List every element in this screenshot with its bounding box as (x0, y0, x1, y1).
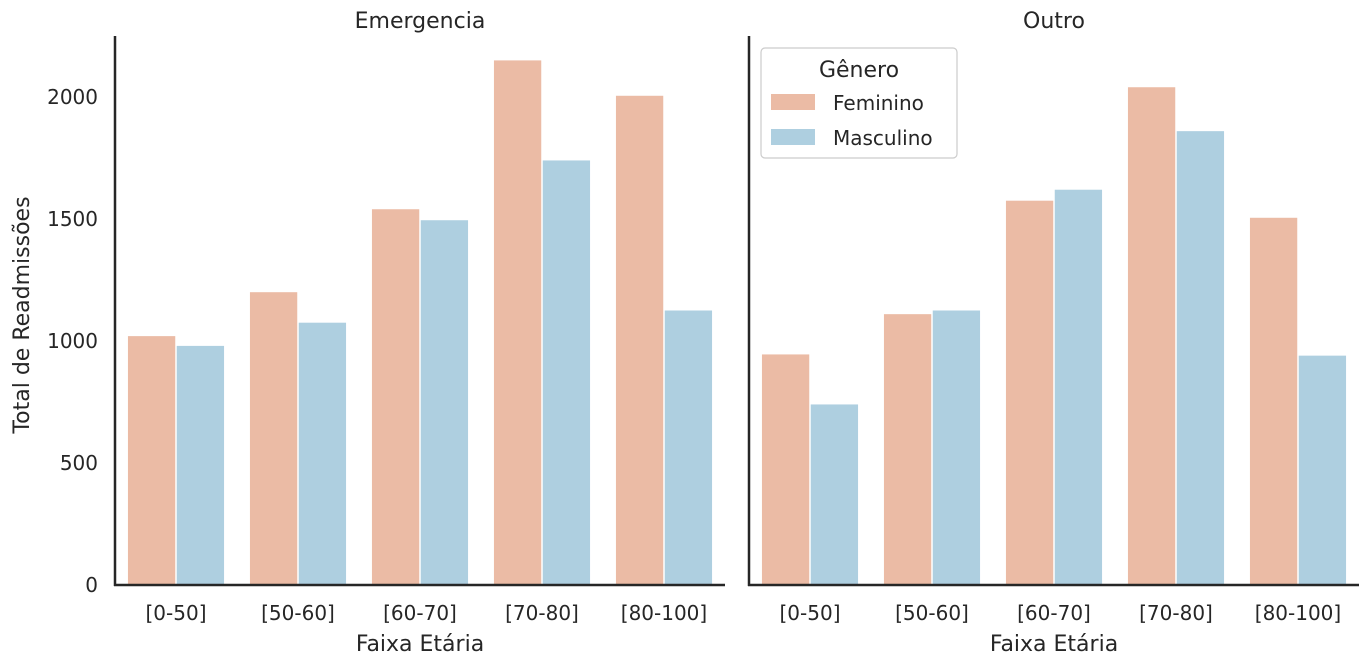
x-tick-label: [50-60] (895, 601, 969, 625)
x-tick-label: [70-80] (1139, 601, 1213, 625)
bar-feminino-2 (1005, 200, 1054, 585)
y-tick-label: 1000 (47, 329, 98, 353)
bar-masculino-4 (664, 310, 713, 585)
x-axis-label: Faixa Etária (356, 632, 484, 657)
bar-feminino-3 (493, 60, 542, 585)
panel-0: [0-50] [50-60] [60-70] [70-80] [80-100] Emerg… (47, 9, 725, 657)
legend-swatch-feminino (771, 94, 815, 110)
bar-feminino-1 (249, 292, 298, 585)
panels-layer: [0-50] [50-60] [60-70] [70-80] [80-100] Emerg… (47, 9, 1359, 657)
bar-masculino-2 (420, 220, 469, 585)
panel-title: Outro (1023, 9, 1085, 34)
y-axis-label: Total de Readmissões (10, 196, 35, 434)
bar-feminino-4 (615, 95, 664, 585)
legend-title: Gênero (819, 58, 899, 83)
bar-feminino-2 (371, 209, 420, 586)
y-tick-label: 500 (60, 451, 98, 475)
x-tick-label: [50-60] (261, 601, 335, 625)
legend-label-feminino: Feminino (833, 91, 924, 115)
x-tick-label: [0-50] (780, 601, 841, 625)
bar-masculino-3 (542, 160, 591, 585)
x-tick-label: [80-100] (621, 601, 707, 625)
bar-masculino-4 (1298, 355, 1347, 585)
x-tick-label: [80-100] (1255, 601, 1341, 625)
x-tick-label: [70-80] (505, 601, 579, 625)
bar-masculino-0 (810, 404, 859, 585)
legend: Gênero Feminino Masculino (760, 47, 958, 159)
y-tick-label: 1500 (47, 207, 98, 231)
bar-masculino-0 (176, 345, 225, 585)
x-tick-label: [60-70] (383, 601, 457, 625)
y-tick-label: 0 (85, 573, 98, 597)
bar-feminino-0 (127, 336, 176, 585)
bar-masculino-1 (932, 310, 981, 585)
panel-title: Emergencia (355, 9, 486, 34)
panel-1: [0-50] [50-60] [60-70] [70-80] [80-100] Outro… (747, 9, 1359, 657)
bar-masculino-1 (298, 322, 347, 585)
x-tick-label: [60-70] (1017, 601, 1091, 625)
bar-feminino-1 (883, 314, 932, 585)
legend-swatch-masculino (771, 129, 815, 145)
bar-feminino-3 (1127, 87, 1176, 586)
legend-label-masculino: Masculino (833, 126, 933, 150)
bar-masculino-2 (1054, 189, 1103, 585)
bar-masculino-3 (1176, 131, 1225, 585)
x-tick-label: [0-50] (146, 601, 207, 625)
x-axis-label: Faixa Etária (990, 632, 1118, 657)
bar-feminino-4 (1249, 217, 1298, 585)
bar-feminino-0 (761, 354, 810, 585)
y-tick-label: 2000 (47, 85, 98, 109)
